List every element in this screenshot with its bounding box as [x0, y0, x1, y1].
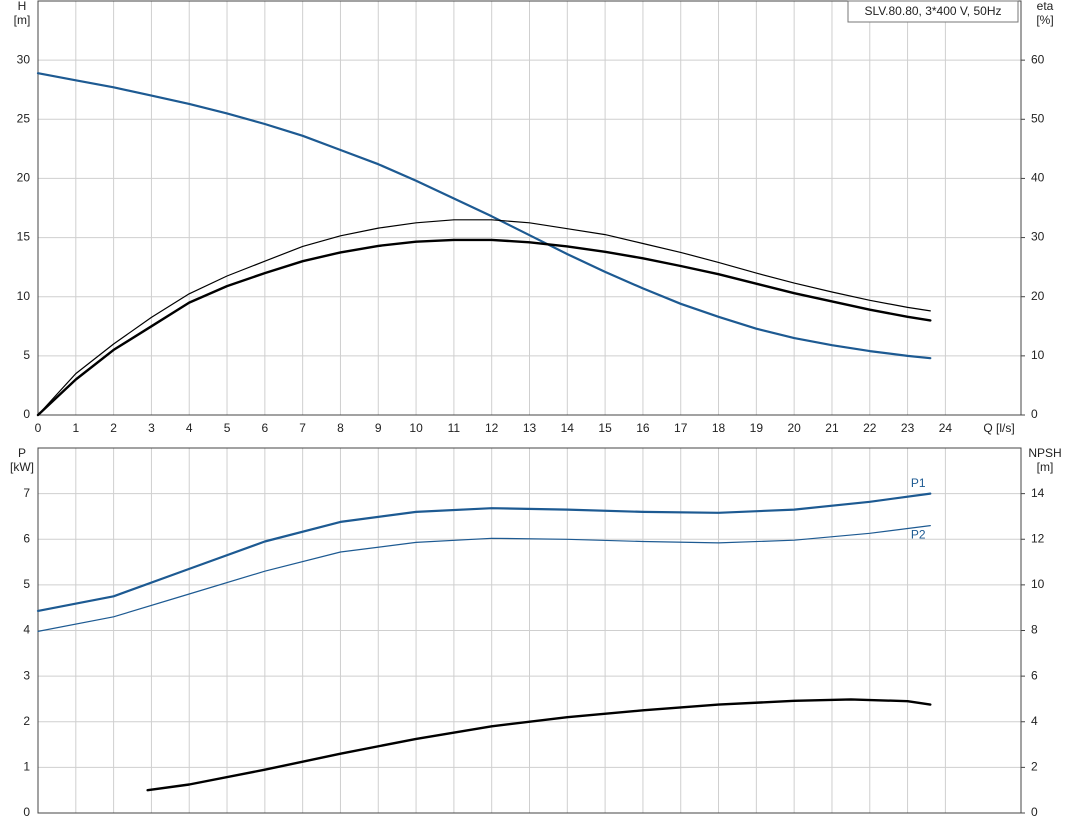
x-tick-label: 21: [825, 421, 839, 435]
x-tick-label: 11: [448, 421, 461, 435]
y-tick-label: 4: [23, 623, 30, 637]
curve: [37, 525, 931, 632]
x-tick-label: 3: [148, 421, 155, 435]
y-tick-label: 3: [23, 668, 30, 682]
y2-axis-label: NPSH: [1028, 446, 1061, 460]
y2-tick-label: 20: [1031, 289, 1045, 303]
y-axis-label: H: [18, 0, 27, 13]
x-tick-label: 5: [224, 421, 231, 435]
series-label: P2: [911, 528, 926, 542]
x-tick-label: 2: [110, 421, 117, 435]
y-tick-label: 30: [17, 52, 31, 66]
y2-tick-label: 2: [1031, 760, 1038, 774]
y2-tick-label: 8: [1031, 623, 1038, 637]
curve: [146, 698, 932, 792]
y-tick-label: 10: [17, 289, 31, 303]
x-tick-label: 16: [636, 421, 650, 435]
y2-tick-label: 40: [1031, 171, 1045, 185]
curve: [36, 72, 932, 360]
y-tick-label: 6: [23, 531, 30, 545]
x-tick-label: 20: [787, 421, 801, 435]
y2-axis-unit: [%]: [1036, 13, 1053, 27]
x-tick-label: 0: [35, 421, 42, 435]
y-axis-label: P: [18, 446, 26, 460]
x-axis-label: Q [l/s]: [983, 421, 1014, 435]
y2-tick-label: 14: [1031, 486, 1045, 500]
y-tick-label: 5: [23, 577, 30, 591]
y2-tick-label: 0: [1031, 407, 1038, 421]
y2-tick-label: 10: [1031, 348, 1045, 362]
plot-frame: [37, 0, 1022, 416]
y-axis-unit: [kW]: [10, 460, 34, 474]
y2-tick-label: 60: [1031, 52, 1045, 66]
curve: [36, 492, 932, 612]
x-tick-label: 22: [863, 421, 877, 435]
x-tick-label: 12: [485, 421, 499, 435]
y2-tick-label: 0: [1031, 805, 1038, 819]
y2-axis-unit: [m]: [1037, 460, 1054, 474]
y-tick-label: 7: [23, 486, 30, 500]
y-tick-label: 0: [23, 805, 30, 819]
y-tick-label: 2: [23, 714, 30, 728]
chart-title: SLV.80.80, 3*400 V, 50Hz: [864, 4, 1001, 18]
curve: [37, 219, 931, 416]
x-tick-label: 8: [337, 421, 344, 435]
y2-tick-label: 12: [1031, 531, 1045, 545]
y2-tick-label: 30: [1031, 230, 1045, 244]
y-tick-label: 1: [23, 760, 30, 774]
x-tick-label: 15: [598, 421, 612, 435]
x-tick-label: 10: [409, 421, 423, 435]
y2-axis-label: eta: [1037, 0, 1054, 13]
curve: [36, 238, 932, 417]
y-tick-label: 0: [23, 407, 30, 421]
x-tick-label: 1: [72, 421, 79, 435]
y-axis-unit: [m]: [14, 13, 31, 27]
x-tick-label: 23: [901, 421, 915, 435]
x-tick-label: 18: [712, 421, 726, 435]
series-label: P1: [911, 476, 926, 490]
x-tick-label: 13: [523, 421, 537, 435]
y-tick-label: 25: [17, 111, 31, 125]
y2-tick-label: 10: [1031, 577, 1045, 591]
x-tick-label: 9: [375, 421, 382, 435]
x-tick-label: 14: [561, 421, 575, 435]
x-tick-label: 17: [674, 421, 688, 435]
y2-tick-label: 50: [1031, 111, 1045, 125]
x-tick-label: 7: [299, 421, 306, 435]
y-tick-label: 20: [17, 171, 31, 185]
y2-tick-label: 6: [1031, 668, 1038, 682]
plot-frame: [37, 447, 1022, 814]
y2-tick-label: 4: [1031, 714, 1038, 728]
y-tick-label: 5: [23, 348, 30, 362]
x-tick-label: 6: [262, 421, 269, 435]
x-tick-label: 4: [186, 421, 193, 435]
title-box: [847, 0, 1019, 23]
x-tick-label: 24: [939, 421, 953, 435]
x-tick-label: 19: [750, 421, 764, 435]
y-tick-label: 15: [17, 230, 31, 244]
